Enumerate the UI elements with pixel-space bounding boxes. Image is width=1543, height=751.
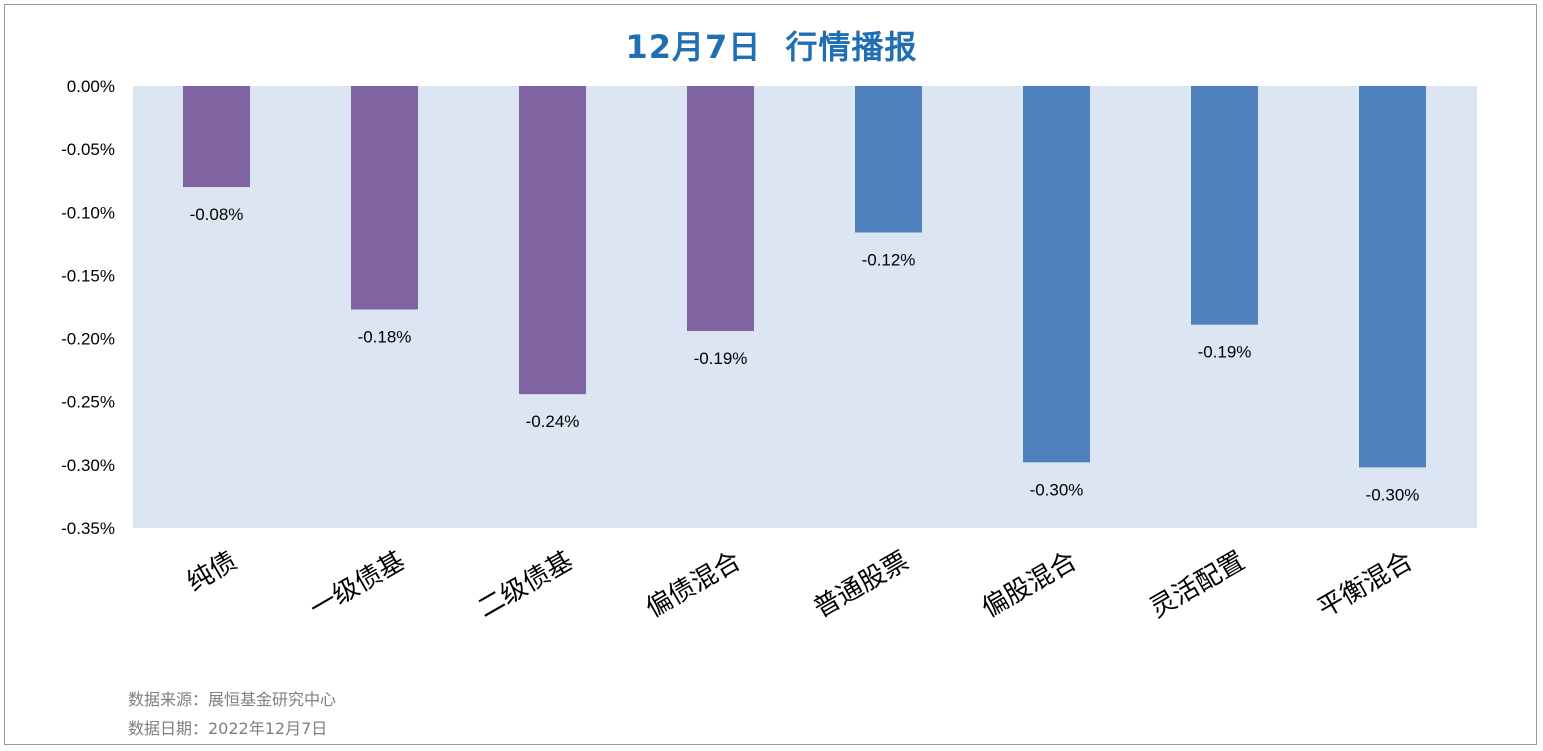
data-labels: -0.08% -0.18% -0.24% -0.19% -0.12% -0.30% -0.1… (190, 205, 1420, 504)
bar (519, 86, 586, 395)
data-label: -0.18% (358, 328, 412, 347)
data-label: -0.19% (1198, 343, 1252, 362)
y-tick-label: -0.35% (61, 519, 115, 538)
y-axis: 0.00% -0.05% -0.10% -0.15% -0.20% -0.25% -0.30… (61, 77, 115, 538)
y-tick-label: -0.20% (61, 330, 115, 349)
bar-series (183, 86, 1426, 468)
bar (183, 86, 250, 188)
x-axis: 纯债 一级债基 二级债基 偏债混合 普通股票 偏股混合 灵活配置 平衡混合 (182, 546, 1418, 624)
x-tick-label: 普通股票 (809, 546, 914, 624)
plot-area (133, 86, 1477, 528)
y-tick-label: -0.10% (61, 203, 115, 222)
bar (1191, 86, 1258, 325)
y-tick-label: -0.30% (61, 456, 115, 475)
x-tick-label: 偏债混合 (641, 546, 746, 624)
data-label: -0.08% (190, 205, 244, 224)
y-tick-label: 0.00% (67, 77, 115, 96)
x-tick-label: 一级债基 (305, 546, 410, 624)
data-label: -0.30% (1030, 480, 1084, 499)
x-tick-label: 平衡混合 (1313, 546, 1418, 624)
bar (1023, 86, 1090, 463)
bar (1359, 86, 1426, 468)
date-note: 数据日期：2022年12月7日 (128, 719, 328, 738)
y-tick-label: -0.25% (61, 393, 115, 412)
data-label: -0.30% (1366, 485, 1420, 504)
data-label: -0.24% (526, 412, 580, 431)
data-label: -0.19% (694, 349, 748, 368)
x-tick-label: 纯债 (182, 546, 242, 598)
chart-title: 12月7日 行情播报 (625, 28, 918, 66)
y-tick-label: -0.05% (61, 140, 115, 159)
y-tick-label: -0.15% (61, 266, 115, 285)
source-note: 数据来源：展恒基金研究中心 (128, 690, 337, 709)
bar (687, 86, 754, 331)
x-tick-label: 二级债基 (473, 546, 578, 624)
bar (351, 86, 418, 310)
x-tick-label: 灵活配置 (1145, 546, 1250, 624)
bar (855, 86, 922, 233)
data-label: -0.12% (862, 250, 916, 269)
x-tick-label: 偏股混合 (977, 546, 1082, 624)
